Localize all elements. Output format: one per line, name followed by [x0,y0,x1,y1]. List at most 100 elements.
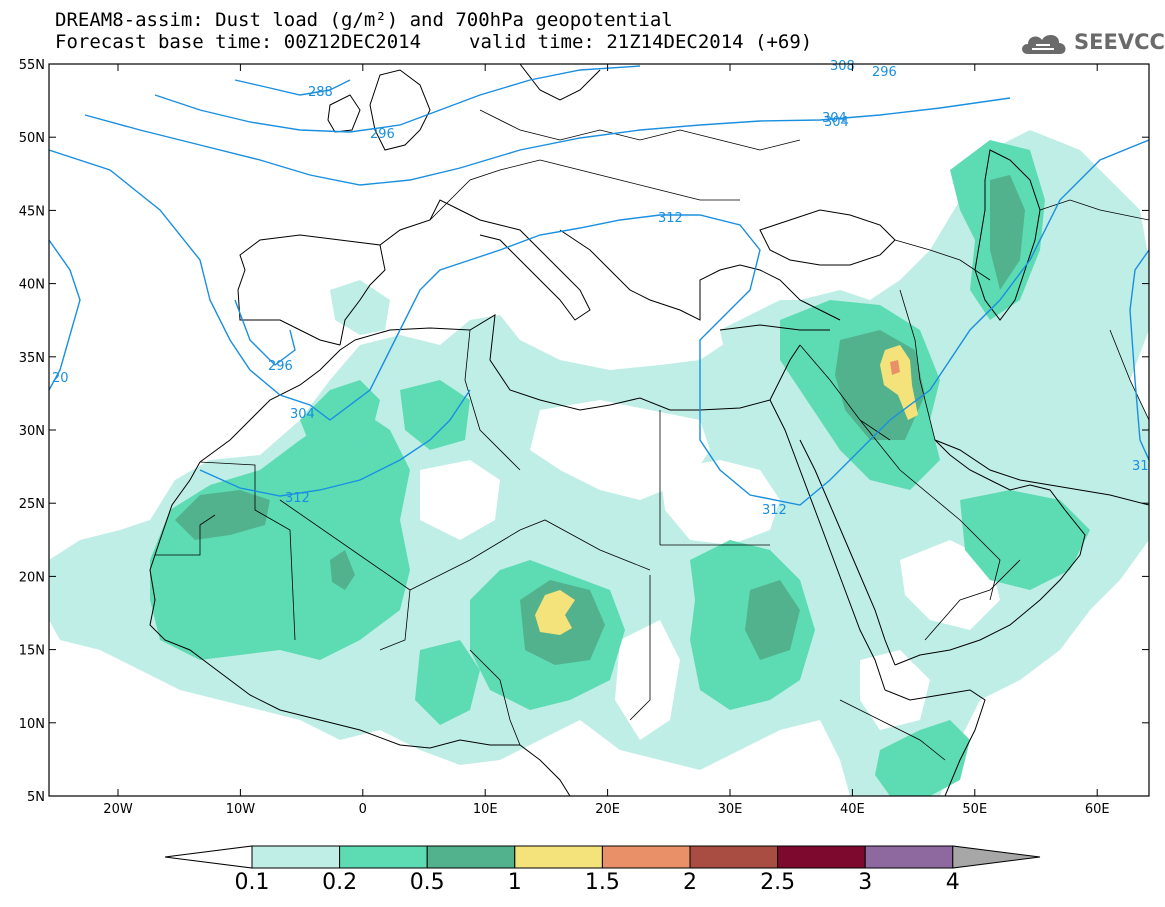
border-yemen [924,559,1021,641]
coast-scandinavia [519,64,601,101]
contour-label: 31 [1132,459,1149,474]
border-ethiopia [839,699,946,761]
border-iraq [799,344,891,441]
colorbar-box [864,845,954,869]
contour-label: 304 [290,407,315,422]
contour-label: 312 [658,211,683,226]
lat-label: 50N [19,131,45,146]
coast-levant [769,344,801,401]
map-subtitle: Forecast base time: 00Z12DEC2014 valid ti… [55,32,812,52]
contour-304-north [84,97,1011,186]
border-caucasus [894,239,991,281]
contour-label: 296 [872,65,897,80]
border-tunisia [464,329,521,471]
lon-label: 20E [595,802,620,817]
contour-296-mid [234,299,296,366]
colorbar-box [426,845,516,869]
colorbar-boxes [164,845,1041,869]
lon-label: 0 [359,802,367,817]
coast-horn-africa [884,689,986,796]
dust-load-field [49,130,1149,796]
coast-france-italy [379,199,591,321]
border-nigeria [469,649,521,746]
dust-free-egypt [660,460,780,545]
lon-label: 50E [962,802,987,817]
contour-312-south [199,389,471,497]
lon-label: 10E [473,802,498,817]
lon-label: 60E [1085,802,1110,817]
colorbar-label: 0.2 [322,870,358,895]
dust-area-medium-arabia [960,490,1090,590]
coast-iberia [237,234,386,346]
dust-area-dense-sudan [745,580,800,660]
contour-label: 288 [308,85,333,100]
colorbar-label: 1 [507,870,522,895]
coast-westafrica [149,461,571,796]
contour-label: 304 [824,115,849,130]
coast-britain [369,69,431,151]
lon-label: 40E [840,802,865,817]
contour-label: 312 [285,491,310,506]
map-title: DREAM8-assim: Dust load (g/m²) and 700hP… [55,9,673,31]
border-iran [899,289,936,441]
colorbar-label: 3 [858,870,873,895]
dust-free-algeria [420,460,500,540]
lat-label: 25N [19,497,45,512]
border-europe-2 [479,109,801,151]
coast-north-africa [354,314,771,411]
lat-label: 10N [19,717,45,732]
dust-free-ethiopia [860,650,930,730]
contour-312 [49,139,1149,506]
contour-label: 304 [822,111,847,126]
border-algeria-niger [409,529,521,591]
valid-time: valid time: 21Z14DEC2014 (+69) [469,31,813,53]
lat-label: 40N [19,278,45,293]
coastlines [149,64,1149,796]
lon-label: 20W [103,802,133,817]
logo-text: SEEVCCC [1074,30,1165,54]
dust-area-dense-mali [330,550,355,590]
dust-area-dense-caspian [990,175,1025,290]
lat-label: 30N [19,424,45,439]
colorbar-label: 0.5 [409,870,445,895]
colorbar-low-arrow [164,845,253,869]
contour-label: 312 [762,503,787,518]
lon-label: 30E [718,802,743,817]
geopotential-contours [49,65,1149,506]
coast-redsea-east [799,439,896,666]
longitude-axis: 20W 10W 0 10E 20E 30E 40E 50E 60E [103,64,1110,817]
lat-label: 5N [27,790,45,805]
lat-label: 15N [19,644,45,659]
colorbar-box [601,845,691,869]
coast-caspian [974,149,1041,321]
lon-label: 10W [226,802,256,817]
colorbar-box [339,845,428,869]
latitude-axis: 55N 50N 45N 40N 35N 30N 25N 20N 15N 10N 5N [19,58,1149,805]
coast-morocco [199,339,356,463]
coast-blacksea [759,209,896,266]
border-pakistan [1109,329,1149,421]
contour-label: 296 [268,359,293,374]
lat-label: 55N [19,58,45,73]
colorbar-box [514,845,603,869]
dust-area-heavy-chad [535,590,575,635]
dust-area-medium-somalia [875,720,970,796]
dust-free-sudan [615,620,680,740]
coast-arabia [894,439,1086,666]
dust-area-veryheavy-iraq [890,360,900,375]
seevccc-logo: SEEVCCC [1018,28,1165,58]
border-libya-chad [519,519,651,571]
dust-area-medium-westafrica [150,410,410,660]
dust-area-medium-algeria [400,380,470,450]
border-saudi [859,419,1001,601]
colorbar-box [777,845,866,869]
border-sahara [199,461,296,641]
cloud-icon [1022,34,1066,54]
coast-ireland [327,94,361,133]
contour-296-north [154,65,641,133]
colorbar-label: 4 [945,870,960,895]
border-sudan-chad [629,575,651,721]
forecast-base-time: Forecast base time: 00Z12DEC2014 [55,31,422,53]
